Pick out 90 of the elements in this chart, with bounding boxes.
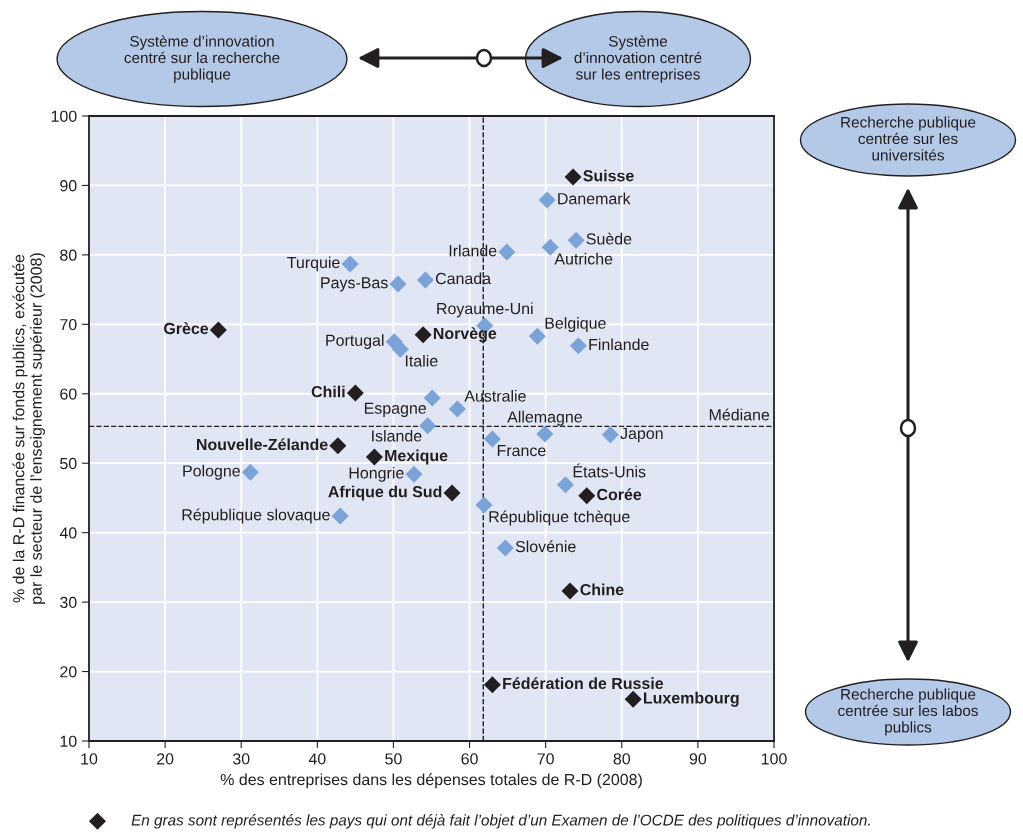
- annotation: Japon: [620, 427, 663, 443]
- x-tick-label: 40: [308, 753, 326, 765]
- annotation: Fédération de Russie: [503, 677, 664, 690]
- y-tick-label: 60: [60, 388, 77, 400]
- annotation: Australie: [464, 390, 526, 402]
- y-tick-label: 40: [59, 527, 77, 539]
- point: [538, 191, 556, 209]
- point: [564, 168, 582, 186]
- point: [483, 676, 501, 694]
- x-tick-label: 50: [385, 753, 402, 765]
- point: [331, 507, 349, 525]
- annotation: Luxembourg: [643, 691, 739, 707]
- x-tick-label: 80: [613, 753, 631, 765]
- text: Système d’innovation centré sur les entreprises: [574, 35, 702, 83]
- point: [329, 437, 347, 455]
- annotation: Allemagne: [507, 410, 582, 426]
- point: [241, 463, 259, 481]
- annotation: République tchèque: [489, 510, 630, 526]
- y-tick-label: 80: [60, 249, 77, 261]
- x-tick-label: 30: [232, 753, 250, 765]
- annotation: Suisse: [583, 169, 634, 182]
- point: [346, 384, 364, 402]
- point: [578, 487, 596, 505]
- annotation: Pays-Bas: [321, 277, 388, 292]
- point: [414, 326, 432, 344]
- point: [416, 271, 434, 289]
- y-tick-label: 10: [60, 735, 77, 747]
- point: [341, 255, 359, 273]
- ref-line-label: Médiane: [709, 408, 770, 421]
- annotation: Suède: [586, 232, 632, 245]
- y-tick-label: 70: [60, 318, 77, 331]
- x-tick-label: 20: [157, 753, 174, 765]
- point: [601, 426, 619, 444]
- text: Recherche publique centrée sur les universités: [841, 116, 976, 161]
- y-tick-label: 100: [51, 110, 77, 122]
- text: Système d’innovation centré sur la recherche publique: [124, 35, 280, 83]
- point: [561, 582, 579, 600]
- point: [556, 476, 574, 494]
- annotation: République slovaque: [182, 508, 330, 524]
- point: [569, 337, 587, 355]
- annotation: Grèce: [164, 322, 209, 335]
- x-tick-label: 90: [689, 753, 707, 765]
- point: [528, 327, 546, 345]
- annotation: Corée: [597, 488, 642, 501]
- point: [405, 465, 423, 483]
- annotation: Irlande: [449, 244, 497, 257]
- annotation: Portugal: [326, 334, 384, 350]
- point: [536, 425, 554, 443]
- annotation: Pologne: [183, 464, 240, 480]
- annotation: Italie: [405, 354, 438, 367]
- y-tick-label: 20: [60, 666, 77, 678]
- y-tick-label: 50: [60, 457, 77, 470]
- annotation: Mexique: [385, 449, 448, 465]
- annotation: Espagne: [364, 402, 426, 417]
- annotation: Slovénie: [515, 540, 576, 553]
- annotation: Danemark: [558, 192, 631, 205]
- annotation: Royaume-Uni: [437, 302, 533, 318]
- text: Recherche publique centrée sur les labos publics: [838, 688, 978, 736]
- annotation: Belgique: [545, 317, 606, 332]
- point: [496, 539, 514, 557]
- annotation: États-Unis: [573, 463, 646, 478]
- annotation: Finlande: [589, 338, 649, 351]
- annotation: Islande: [372, 429, 422, 442]
- point: [443, 484, 461, 502]
- point: [448, 400, 466, 418]
- x-tick-label: 10: [81, 753, 98, 765]
- annotation: Chine: [580, 583, 624, 596]
- point: [365, 448, 383, 466]
- x-tick-label: 60: [461, 753, 478, 765]
- annotation: Autriche: [554, 252, 613, 265]
- point: [389, 275, 407, 293]
- annotation: Norvège: [433, 327, 497, 343]
- annotation: France: [497, 445, 546, 457]
- legend-label: En gras sont représentés les pays qui ont déjà fait l’objet d’un Examen de l’OCDE des politiques d’innovation.: [131, 814, 870, 829]
- y-axis-title: % de la R-D financée sur fonds publics, exécutée par le secteur de l’enseignement supérieur (2008): [12, 253, 45, 604]
- point: [498, 243, 516, 261]
- annotation: Turquie: [287, 256, 340, 272]
- x-tick-label: 70: [537, 753, 554, 765]
- y-tick-label: 90: [60, 180, 77, 192]
- annotation: Hongrie: [349, 466, 404, 482]
- x-tick-label: 100: [761, 753, 787, 765]
- point: [567, 231, 585, 249]
- annotation: Afrique du Sud: [328, 485, 442, 501]
- point: [209, 321, 227, 339]
- point: [624, 690, 642, 708]
- annotation: Nouvelle-Zélande: [196, 438, 328, 451]
- annotation: Chili: [311, 385, 345, 398]
- y-tick-label: 30: [60, 596, 77, 609]
- annotation: Canada: [435, 272, 492, 285]
- x-axis-title: % des entreprises dans les dépenses totales de R-D (2008): [220, 773, 642, 789]
